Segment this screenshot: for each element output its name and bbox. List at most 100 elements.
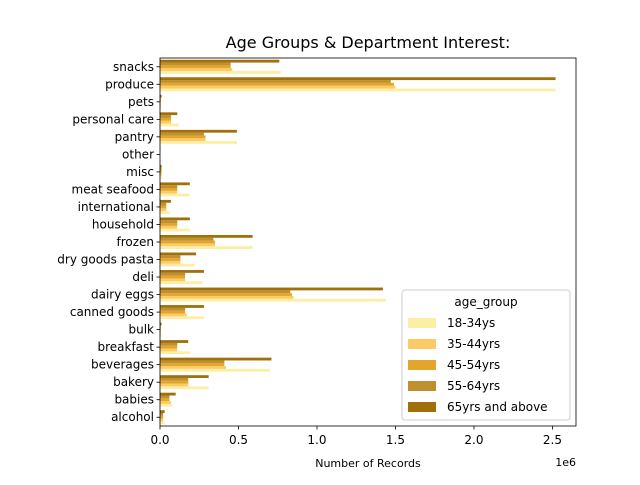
bar <box>160 88 556 91</box>
bar <box>160 71 281 74</box>
bar <box>160 200 171 203</box>
bar <box>160 86 395 89</box>
bar <box>160 65 231 68</box>
bar <box>160 299 386 302</box>
bar <box>160 255 180 258</box>
bar <box>160 404 173 407</box>
bar <box>160 124 179 127</box>
y-tick-label: babies <box>114 393 154 407</box>
bar <box>160 118 171 121</box>
bar <box>160 220 177 223</box>
y-tick-label: deli <box>132 270 154 284</box>
y-tick-label: snacks <box>113 60 154 74</box>
x-tick-label: 1.5 <box>386 433 405 447</box>
bar <box>160 276 185 279</box>
bar <box>160 349 177 352</box>
bar <box>160 68 232 71</box>
bar <box>160 223 177 226</box>
bar <box>160 243 215 246</box>
bar <box>160 241 215 244</box>
bar <box>160 351 190 354</box>
y-tick-label: dairy eggs <box>91 288 154 302</box>
bar <box>160 235 253 238</box>
y-tick-label: produce <box>105 77 154 91</box>
legend-swatch <box>408 339 436 349</box>
x-tick-label: 2.5 <box>543 433 562 447</box>
bar <box>160 115 171 118</box>
bar <box>160 80 391 83</box>
bar <box>160 258 180 261</box>
bar <box>160 386 209 389</box>
legend-swatch <box>408 360 436 370</box>
legend-entry-label: 35-44yrs <box>447 337 500 351</box>
bar <box>160 135 206 138</box>
bar <box>160 378 188 381</box>
bar <box>160 311 185 314</box>
bar <box>160 206 166 209</box>
bar <box>160 413 163 416</box>
bar <box>160 185 177 188</box>
bar <box>160 410 165 413</box>
bar <box>160 130 237 133</box>
bar <box>160 77 556 80</box>
bar <box>160 60 279 63</box>
legend-swatch <box>408 381 436 391</box>
x-tick-label: 0.0 <box>150 433 169 447</box>
bar <box>160 264 195 267</box>
bar <box>160 393 176 396</box>
x-axis-offset-label: 1e6 <box>555 456 576 469</box>
y-tick-label: bulk <box>128 323 154 337</box>
legend-entry-label: 55-64yrs <box>447 379 500 393</box>
bar <box>160 421 165 424</box>
y-tick-label: frozen <box>116 235 154 249</box>
bar <box>160 293 292 296</box>
x-axis-ticks: 0.0 0.5 1.0 1.5 2.0 2.5 <box>150 426 562 447</box>
bar <box>160 360 224 363</box>
bar <box>160 238 213 241</box>
bar <box>160 290 290 293</box>
y-axis-ticks: alcohol babies bakery beverages breakfast bul… <box>57 60 160 424</box>
legend: age_group18-34ys35-44yrs45-54yrs55-64yrs… <box>402 290 570 420</box>
bar <box>160 229 190 232</box>
bar <box>160 133 204 136</box>
bar <box>160 270 204 273</box>
bar <box>160 121 171 124</box>
y-tick-label: bakery <box>113 375 154 389</box>
bar <box>160 226 177 229</box>
bar <box>160 273 185 276</box>
bar <box>160 141 237 144</box>
bar <box>160 288 383 291</box>
x-tick-label: 1.0 <box>307 433 326 447</box>
bar <box>160 305 204 308</box>
y-tick-label: meat seafood <box>72 182 154 196</box>
y-tick-label: pantry <box>115 130 154 144</box>
bar <box>160 296 293 299</box>
bar <box>160 188 177 191</box>
bar <box>160 401 171 404</box>
legend-entry-label: 18-34ys <box>447 316 495 330</box>
bar <box>160 343 177 346</box>
x-tick-label: 2.0 <box>464 433 483 447</box>
bar <box>160 313 187 316</box>
legend-swatch <box>408 318 436 328</box>
bar <box>160 340 188 343</box>
bar <box>160 419 163 422</box>
y-tick-label: canned goods <box>70 305 154 319</box>
bar <box>160 381 188 384</box>
y-tick-label: alcohol <box>111 410 154 424</box>
y-tick-label: breakfast <box>97 340 154 354</box>
bar <box>160 346 177 349</box>
bar <box>160 384 188 387</box>
x-tick-label: 0.5 <box>229 433 248 447</box>
legend-entry-label: 65yrs and above <box>447 400 548 414</box>
y-tick-label: beverages <box>91 358 154 372</box>
bar <box>160 375 209 378</box>
bar <box>160 358 271 361</box>
bar <box>160 366 226 369</box>
bar <box>160 83 394 86</box>
bar <box>160 246 253 249</box>
y-tick-label: international <box>78 200 154 214</box>
bar <box>160 194 190 197</box>
